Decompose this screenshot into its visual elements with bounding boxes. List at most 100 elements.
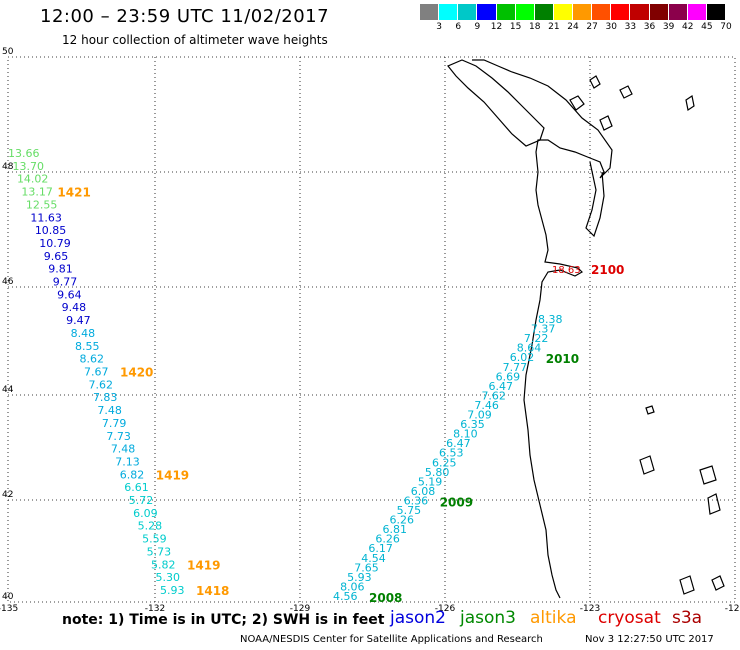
- wave-height-value: 6.36: [404, 494, 429, 507]
- pass-time-label: 1418: [196, 584, 229, 598]
- satellite-altika-label: altika: [530, 608, 577, 628]
- wave-height-value: 7.83: [93, 391, 118, 404]
- wave-height-value: 7.22: [524, 332, 549, 345]
- legend-swatch: [573, 4, 593, 20]
- wave-height-value: 5.73: [147, 545, 172, 558]
- legend-label: 9: [474, 22, 481, 32]
- lon-tick-label: -135: [0, 604, 18, 614]
- pass-time-label: 1420: [120, 366, 153, 380]
- pass-time-label: 1421: [57, 186, 90, 200]
- wave-height-value: 5.80: [425, 466, 450, 479]
- legend-swatch: [611, 4, 631, 20]
- wave-height-value: 10.85: [35, 224, 67, 237]
- wave-height-value: 6.69: [496, 370, 520, 383]
- wave-height-value: 5.28: [138, 520, 163, 533]
- wave-height-value: 6.26: [375, 533, 400, 546]
- wave-height-value: 6.47: [446, 437, 471, 450]
- coastline: [447, 59, 725, 599]
- legend-label: 70: [720, 22, 732, 32]
- track-west-labels: 13.6613.7014.0213.1712.5511.6310.8510.79…: [8, 147, 229, 598]
- pass-time-label: 2008: [369, 591, 402, 605]
- legend-label: 33: [624, 22, 637, 32]
- pacific-coastline: [472, 59, 613, 599]
- cryosat-labels: 18.63 2100: [552, 263, 624, 277]
- wave-height-value: 11.63: [30, 211, 62, 224]
- wave-height-value: 7.77: [503, 361, 527, 374]
- wave-height-value: 12.55: [26, 198, 58, 211]
- satellite-cryosat-label: cryosat: [598, 608, 661, 628]
- wave-height-value: 8.62: [80, 353, 105, 366]
- pass-time-label: 1419: [156, 468, 189, 482]
- wave-height-value: 6.35: [460, 418, 485, 431]
- legend-label: 18: [529, 22, 541, 32]
- wave-height-value: 7.46: [474, 399, 499, 412]
- legend-label: 6: [455, 22, 462, 32]
- wave-height-value: 18.63: [552, 265, 581, 276]
- inland-lake-3: [707, 493, 721, 515]
- wave-height-value: 13.70: [12, 160, 44, 173]
- legend-swatch: [592, 4, 612, 20]
- wave-height-value: 6.53: [439, 447, 464, 460]
- wave-height-value: 5.59: [142, 533, 167, 546]
- pass-time-label: 2100: [591, 263, 624, 277]
- pass-time-label: 2010: [546, 352, 579, 366]
- legend-swatch: [458, 4, 478, 20]
- map-title: 12:00 – 23:59 UTC 11/02/2017: [40, 6, 330, 27]
- satellite-s3a-label: s3a: [672, 608, 703, 628]
- color-legend-bar: [420, 4, 726, 20]
- wave-height-value: 13.66: [8, 147, 40, 160]
- wave-height-value: 7.13: [115, 455, 140, 468]
- wave-height-value: 8.48: [71, 327, 96, 340]
- vancouver-island: [447, 59, 545, 147]
- lat-tick-label: 44: [2, 385, 14, 395]
- islands-3: [619, 85, 633, 99]
- wave-height-value: 7.73: [106, 430, 130, 443]
- legend-label: 30: [605, 22, 617, 32]
- legend-label: 24: [567, 22, 579, 32]
- islands-4: [589, 75, 601, 89]
- legend-swatch: [706, 4, 726, 20]
- lon-tick-label: -132: [145, 604, 165, 614]
- inland-lake-6: [645, 405, 655, 415]
- legend-label: 42: [682, 22, 694, 32]
- lon-tick-label: -120: [725, 604, 740, 614]
- wave-height-value: 4.56: [333, 590, 358, 603]
- footer-credit: NOAA/NESDIS Center for Satellite Applica…: [240, 634, 543, 645]
- wave-height-value: 8.06: [340, 580, 365, 593]
- wave-height-value: 6.02: [510, 351, 534, 364]
- wave-height-value: 6.26: [390, 514, 415, 527]
- satellite-jason2-label: jason2: [390, 608, 446, 628]
- legend-label: 39: [662, 22, 675, 32]
- legend-swatch: [534, 4, 554, 20]
- inland-lake-4: [679, 575, 695, 595]
- wave-height-value: 8.10: [453, 428, 478, 441]
- wave-height-value: 6.61: [124, 481, 149, 494]
- lat-tick-label: 50: [2, 47, 14, 57]
- track-east-labels: 8.387.377.228.646.027.776.696.477.627.46…: [333, 313, 579, 605]
- wave-height-value: 7.37: [531, 323, 556, 336]
- wave-height-value: 7.09: [467, 409, 492, 422]
- legend-swatch: [477, 4, 497, 20]
- lat-tick-label: 48: [2, 162, 14, 172]
- lon-tick-label: -126: [435, 604, 456, 614]
- islands-2: [599, 115, 613, 131]
- inland-lake-5: [711, 575, 725, 591]
- wave-height-value: 7.48: [111, 443, 136, 456]
- wave-height-value: 5.93: [160, 584, 185, 597]
- wave-height-value: 10.79: [39, 237, 70, 250]
- lon-tick-label: -129: [290, 604, 311, 614]
- wave-height-value: 5.19: [418, 475, 443, 488]
- legend-swatch: [630, 4, 650, 20]
- legend-label: 3: [436, 22, 442, 32]
- wave-height-value: 6.09: [133, 507, 158, 520]
- lat-tick-label: 42: [2, 490, 13, 500]
- wave-height-value: 9.77: [53, 276, 78, 289]
- footer-note: note: 1) Time is in UTC; 2) SWH is in fe…: [62, 612, 385, 628]
- inland-lake-2: [699, 465, 717, 485]
- wave-height-value: 8.55: [75, 340, 100, 353]
- legend-swatch: [553, 4, 573, 20]
- wave-height-value: 7.48: [97, 404, 122, 417]
- legend-label: 21: [548, 22, 560, 32]
